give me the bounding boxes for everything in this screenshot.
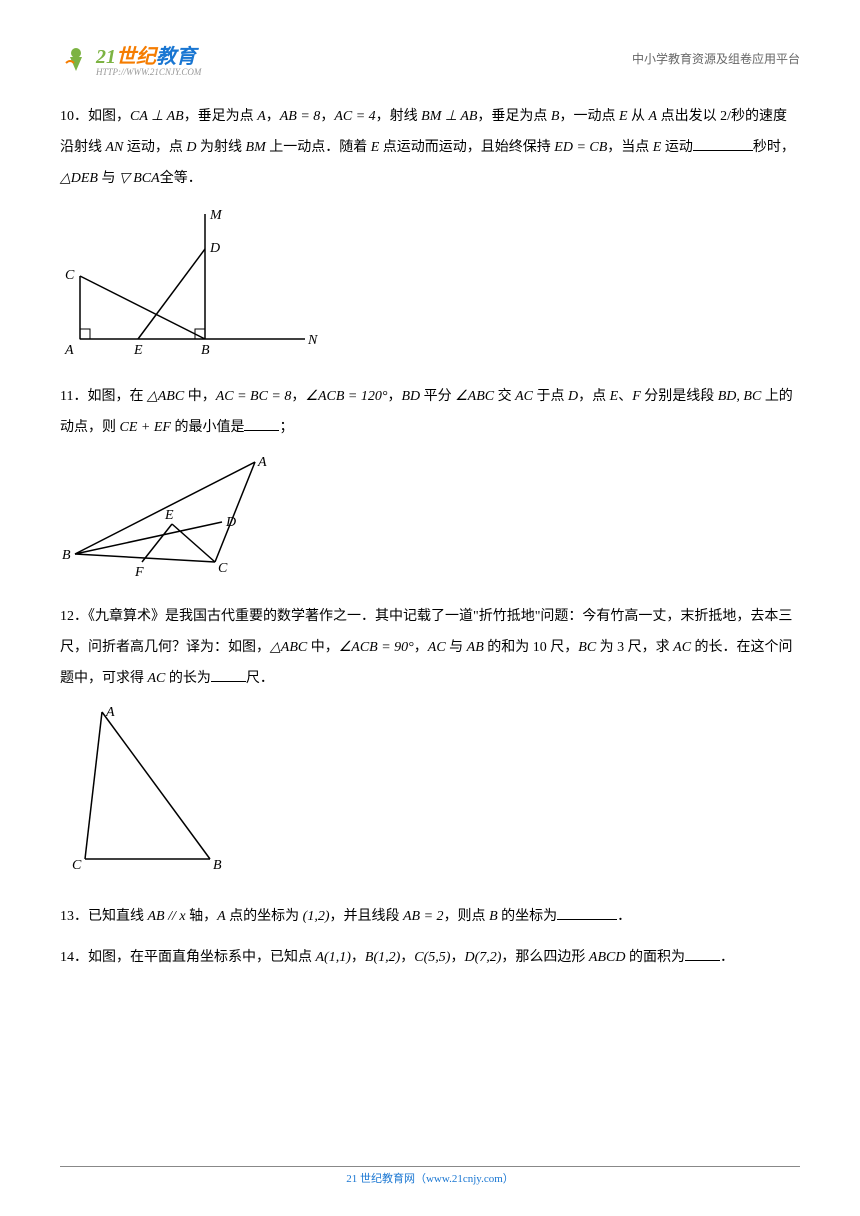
logo-jiaoyu: 教育: [156, 46, 196, 68]
header-right-text: 中小学教育资源及组卷应用平台: [632, 50, 800, 67]
problem-14: 14．如图，在平面直角坐标系中，已知点 A(1,1)，B(1,2)，C(5,5)…: [60, 943, 800, 974]
page-header: 21世纪教育 HTTP://WWW.21CNJY.COM 中小学教育资源及组卷应…: [60, 40, 800, 77]
logo-icon: [60, 43, 92, 75]
svg-text:A: A: [257, 455, 267, 470]
p11-blank: [244, 417, 279, 431]
problem-13: 13．已知直线 AB // x 轴，A 点的坐标为 (1,2)，并且线段 AB …: [60, 902, 800, 933]
figure-12: A B C: [60, 704, 800, 884]
logo: 21世纪教育 HTTP://WWW.21CNJY.COM: [60, 40, 201, 77]
logo-shiji: 世纪: [116, 46, 156, 68]
p10-blank: [693, 137, 753, 151]
svg-text:A: A: [105, 705, 115, 720]
p13-blank: [557, 906, 617, 920]
p11-num: 11．: [60, 389, 87, 404]
p12-blank: [211, 668, 246, 682]
figure-11: A B C D E F: [60, 454, 800, 584]
p14-num: 14．: [60, 950, 88, 965]
problem-11: 11．如图，在 △ABC 中，AC = BC = 8，∠ACB = 120°，B…: [60, 382, 800, 444]
svg-text:M: M: [209, 208, 223, 223]
svg-text:E: E: [164, 508, 174, 523]
page-footer: 21 世纪教育网（www.21cnjy.com）: [60, 1166, 800, 1186]
svg-text:B: B: [201, 343, 210, 358]
p10-num: 10．: [60, 109, 88, 124]
svg-text:C: C: [218, 561, 228, 576]
problem-12: 12．《九章算术》是我国古代重要的数学著作之一．其中记载了一道"折竹抵地"问题：…: [60, 602, 800, 694]
svg-text:C: C: [72, 858, 82, 873]
p14-blank: [685, 947, 720, 961]
svg-text:B: B: [62, 548, 71, 563]
svg-text:F: F: [134, 565, 144, 579]
logo-21: 21: [96, 46, 116, 68]
svg-text:D: D: [209, 241, 220, 256]
svg-text:B: B: [213, 858, 222, 873]
problem-10: 10．如图，CA ⊥ AB，垂足为点 A，AB = 8，AC = 4，射线 BM…: [60, 102, 800, 194]
svg-text:C: C: [65, 268, 75, 283]
logo-url: HTTP://WWW.21CNJY.COM: [96, 67, 201, 77]
p12-num: 12．: [60, 609, 88, 624]
svg-text:E: E: [133, 343, 143, 358]
svg-text:A: A: [64, 343, 74, 358]
svg-text:D: D: [225, 515, 236, 530]
svg-text:N: N: [307, 333, 318, 348]
p13-num: 13．: [60, 909, 88, 924]
figure-10: M D C A E B N: [60, 204, 800, 364]
